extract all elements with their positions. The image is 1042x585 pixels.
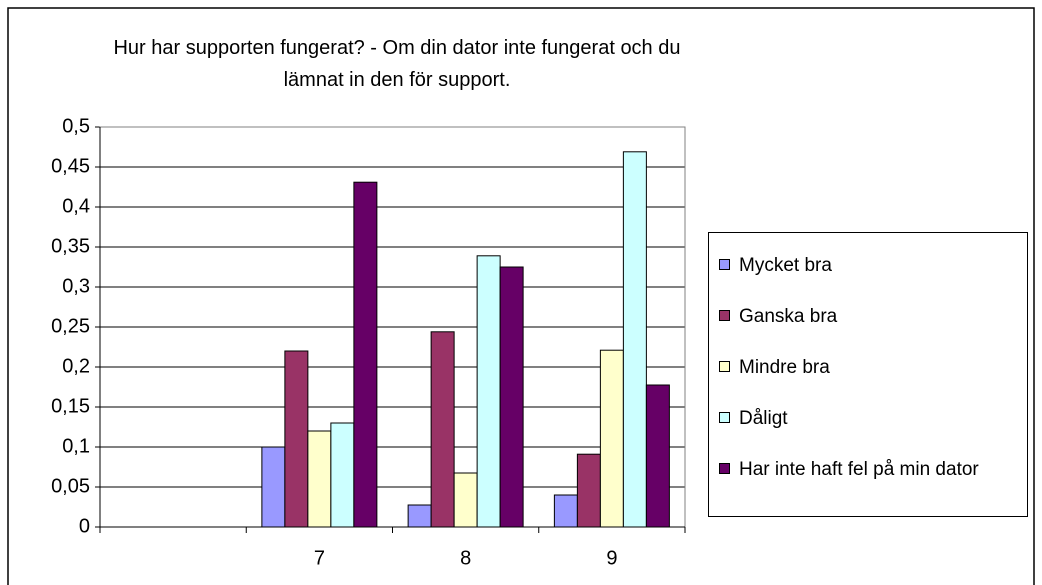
y-tick-label: 0,3 <box>62 275 90 297</box>
legend-label: Ganska bra <box>739 306 838 327</box>
legend-item: Ganska bra <box>719 306 1019 357</box>
legend-label: Dåligt <box>739 408 788 429</box>
bar <box>330 422 355 528</box>
bar <box>499 266 524 528</box>
legend-label: Mycket bra <box>739 255 832 276</box>
bar <box>576 453 601 528</box>
bar <box>284 350 309 528</box>
bar <box>645 384 670 528</box>
x-tick-label: 7 <box>314 547 325 569</box>
y-tick-label: 0,4 <box>62 195 90 217</box>
bar <box>553 494 578 528</box>
bar <box>353 181 378 528</box>
legend-item: Mycket bra <box>719 255 1019 306</box>
bar <box>453 472 478 528</box>
bar <box>307 430 332 528</box>
legend-swatch <box>719 412 730 423</box>
y-tick-label: 0,5 <box>62 115 90 137</box>
y-tick-label: 0,15 <box>51 395 90 417</box>
x-tick-label: 8 <box>460 547 471 569</box>
x-tick-label: 9 <box>606 547 617 569</box>
legend-swatch <box>719 310 730 321</box>
bar <box>599 349 624 528</box>
bar <box>261 446 286 528</box>
legend-label: Mindre bra <box>739 357 830 378</box>
legend-item: Mindre bra <box>719 357 1019 408</box>
chart-border <box>7 7 1035 585</box>
y-tick-label: 0,05 <box>51 475 90 497</box>
legend-item: Dåligt <box>719 408 1019 459</box>
bar <box>476 255 501 528</box>
bar <box>622 151 647 528</box>
y-tick-label: 0,45 <box>51 155 90 177</box>
legend-swatch <box>719 361 730 372</box>
chart-title: Hur har supporten fungerat? - Om din dat… <box>113 37 681 91</box>
y-tick-label: 0,2 <box>62 355 90 377</box>
bar <box>430 331 455 528</box>
y-tick-label: 0,25 <box>51 315 90 337</box>
legend: Mycket bra Ganska bra Mindre bra Dåligt Har … <box>708 232 1028 517</box>
legend-item: Har inte haft fel på min dator <box>719 459 1019 510</box>
y-tick-label: 0 <box>79 515 90 537</box>
y-tick-label: 0,1 <box>62 435 90 457</box>
bar <box>407 504 432 528</box>
legend-swatch <box>719 463 730 474</box>
y-tick-label: 0,35 <box>51 235 90 257</box>
legend-swatch <box>719 259 730 270</box>
legend-label: Har inte haft fel på min dator <box>739 459 979 480</box>
